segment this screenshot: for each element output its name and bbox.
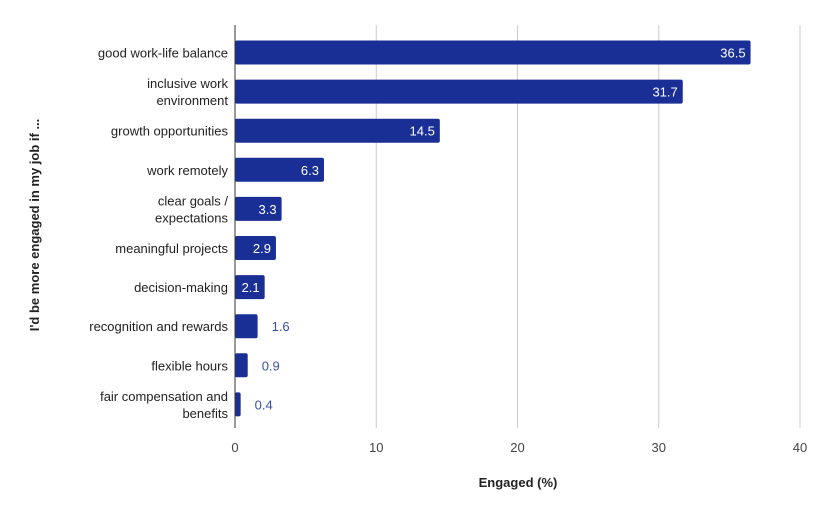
bar [235,236,276,260]
data-label: 31.7 [652,85,677,100]
category-label: good work-life balance [98,46,228,61]
category-label: benefits [182,406,228,421]
category-label: recognition and rewards [89,319,228,334]
category-label: fair compensation and [100,389,228,404]
data-label: 0.4 [255,397,273,412]
bar [235,118,440,143]
category-label: expectations [155,210,228,225]
y-axis-label: I'd be more engaged in my job if ... [27,119,42,332]
bar [235,392,241,417]
category-label: inclusive work [147,76,228,91]
category-label: environment [156,93,228,108]
x-tick-label: 0 [231,440,238,455]
x-tick-label: 30 [652,440,666,455]
x-tick-label: 40 [793,440,807,455]
data-label: 0.9 [262,358,280,373]
bar [235,314,258,339]
x-tick-label: 20 [510,440,524,455]
x-axis-label: Engaged (%) [479,475,558,490]
data-label: 36.5 [720,46,745,61]
data-label: 14.5 [410,124,435,139]
bar [235,196,282,221]
category-label: flexible hours [151,358,228,373]
bar [235,275,265,300]
bar [235,40,751,65]
category-label: meaningful projects [115,241,228,256]
bar [235,79,683,104]
category-label: clear goals / [158,193,228,208]
bar [235,353,248,378]
data-label: 2.1 [242,280,260,295]
category-label: decision-making [134,280,228,295]
data-label: 6.3 [301,163,319,178]
category-label: work remotely [146,163,228,178]
category-label: growth opportunities [111,124,229,139]
data-label: 2.9 [253,241,271,256]
data-label: 3.3 [259,202,277,217]
data-label: 1.6 [272,319,290,334]
x-tick-label: 10 [369,440,383,455]
bar [235,157,324,182]
